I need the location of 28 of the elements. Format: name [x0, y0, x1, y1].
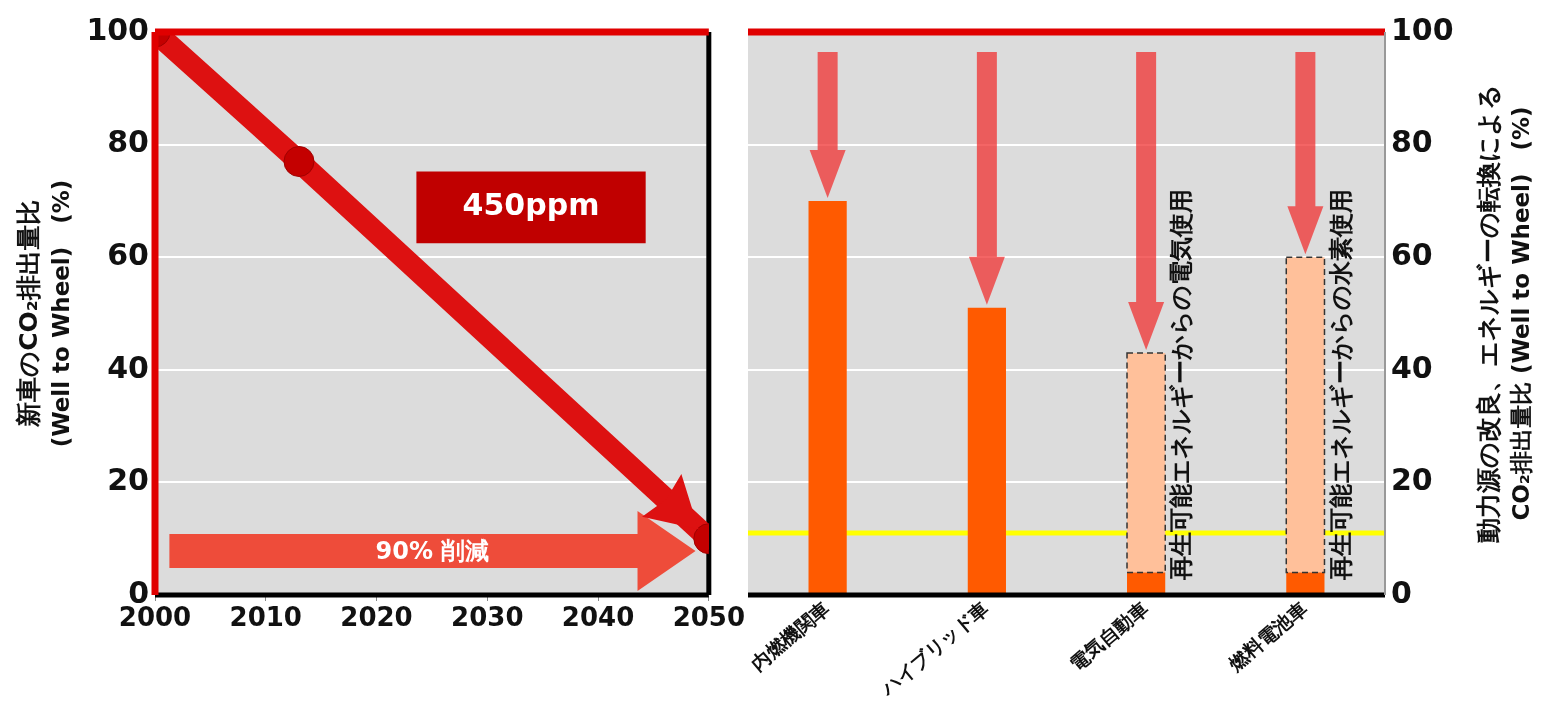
y-tick-label: 60 — [1391, 237, 1433, 272]
x-tick-label: 2010 — [229, 602, 302, 633]
y-tick-label: 60 — [107, 237, 149, 272]
y-tick-label: 100 — [1391, 11, 1454, 47]
y-axis-title: 新車のCO₂排出量比 (Well to Wheel) (%) — [13, 179, 74, 448]
annotation: 再生可能エネルギーからの水素使用 — [1326, 189, 1355, 582]
y-tick-label: 40 — [1391, 349, 1433, 385]
y-tick-label: 80 — [107, 124, 149, 160]
y-tick-label: 40 — [107, 349, 149, 385]
x-tick-label: 2030 — [451, 602, 524, 633]
x-tick-label: 電気自動車 — [1064, 596, 1152, 675]
y-tick-label: 0 — [1391, 574, 1412, 610]
x-tick-label: 2050 — [672, 602, 746, 633]
y-axis-title: 動力源の改良、エネルギーの転換による CO₂排出量比 (Well to Wheel) (%) — [1473, 84, 1534, 544]
y-tick-label: 80 — [1391, 124, 1433, 160]
annotation: 再生可能エネルギーからの電気使用 — [1167, 189, 1196, 582]
bar — [1127, 572, 1166, 594]
x-tick-label: ハイブリッド車 — [875, 596, 993, 701]
y-tick-label: 20 — [1391, 462, 1433, 498]
x-tick-label: 2040 — [561, 602, 635, 633]
annotation: 90% 削減 — [375, 537, 490, 566]
x-tick-label: 2020 — [340, 602, 413, 633]
y-tick-label: 100 — [86, 11, 149, 47]
x-tick-label: 燃料電池車 — [1223, 596, 1312, 676]
x-tick-label: 内燃機関車 — [746, 596, 834, 675]
y-tick-label: 20 — [107, 462, 149, 498]
bar — [1286, 572, 1325, 594]
annotation: 450ppm — [462, 187, 600, 223]
